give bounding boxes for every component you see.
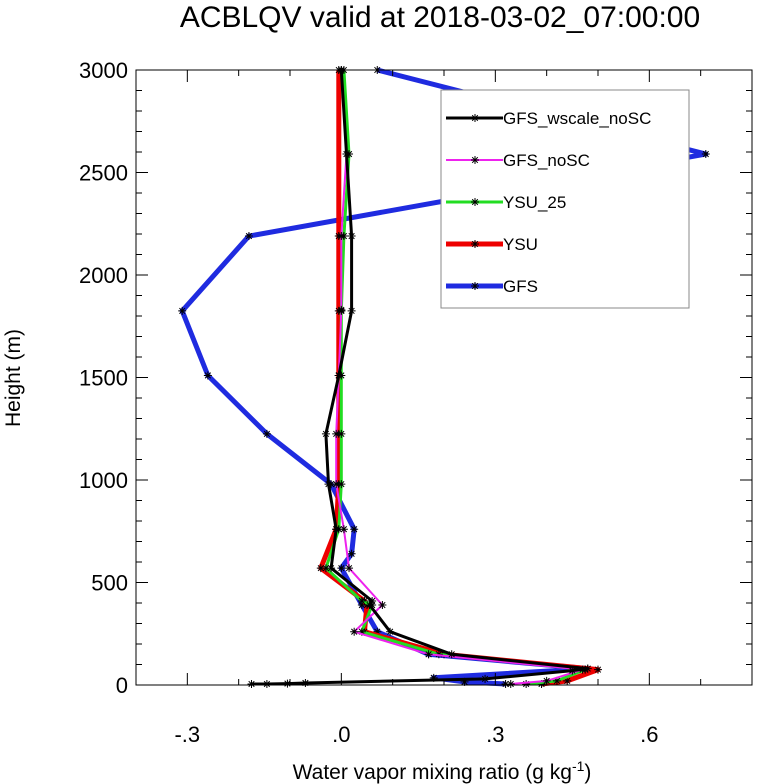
y-tick-label: 0 [116, 673, 128, 698]
y-tick-label: 2000 [79, 263, 128, 288]
data-point [434, 650, 443, 659]
data-point [203, 371, 212, 380]
series-line [335, 69, 584, 685]
legend-item: GFS_noSC [446, 151, 590, 170]
data-point [357, 596, 366, 605]
data-point [522, 679, 531, 688]
legend-label: GFS_noSC [503, 151, 590, 170]
data-point [378, 601, 387, 610]
series-line [179, 67, 709, 687]
legend-marker [471, 114, 479, 122]
data-point [347, 549, 356, 558]
legend-label: YSU_25 [503, 193, 566, 212]
y-tick-label: 2500 [79, 161, 128, 186]
data-point [563, 676, 572, 685]
data-point [347, 306, 356, 315]
tick-layer: 0 500 1000 1500 2000 2500 3000 -.3 .0 .3 .6 [79, 58, 753, 747]
data-point [337, 305, 346, 314]
x-axis-label-main: Water vapor mixing ratio (g kg [293, 761, 572, 784]
data-point [178, 306, 187, 315]
data-point [347, 232, 356, 241]
data-point [247, 679, 256, 688]
legend-item: YSU [446, 235, 538, 254]
data-point [537, 679, 546, 688]
legend-marker [471, 282, 479, 290]
data-point [368, 596, 377, 605]
data-point [594, 665, 602, 674]
data-point [339, 525, 348, 534]
data-point [337, 232, 346, 241]
data-point [345, 564, 354, 573]
data-point [334, 371, 343, 380]
data-point [321, 564, 330, 573]
data-point [429, 673, 438, 682]
legend-item: YSU_25 [446, 193, 566, 212]
x-tick-label: .6 [640, 722, 658, 747]
data-point [460, 677, 469, 686]
data-point [324, 480, 333, 489]
legend-label: YSU [503, 235, 538, 254]
data-point [701, 150, 710, 159]
data-point [262, 429, 271, 438]
x-tick-label: .3 [486, 722, 504, 747]
data-point [337, 480, 346, 489]
x-tick-label: .0 [332, 722, 350, 747]
series-layer [178, 66, 710, 688]
x-tick-label: -.3 [174, 722, 200, 747]
series-GFS_wscale_noSC [247, 66, 592, 688]
data-point [365, 601, 374, 610]
data-point [447, 650, 456, 659]
data-point [506, 679, 515, 688]
data-point [327, 564, 336, 573]
data-point [350, 525, 359, 534]
x-axis-label-exponent: -1 [572, 758, 585, 774]
data-point [386, 627, 395, 636]
legend-box [440, 89, 690, 309]
data-point [332, 525, 341, 534]
legend-marker [471, 198, 479, 206]
legend-marker [471, 156, 479, 164]
legend: GFS_wscale_noSC GFS_noSC YSU_25 YSU GFS [440, 89, 690, 309]
x-axis-label-suffix: ) [584, 761, 591, 784]
legend-item: GFS_wscale_noSC [446, 109, 651, 128]
data-point [357, 627, 366, 636]
x-axis-label: Water vapor mixing ratio (g kg-1) [293, 758, 592, 784]
data-point [583, 664, 592, 673]
data-point [316, 564, 325, 573]
data-point [552, 676, 561, 685]
data-point [568, 666, 577, 675]
legend-label: GFS_wscale_noSC [503, 109, 651, 128]
data-point [262, 679, 271, 688]
y-axis-label: Height (m) [2, 329, 25, 427]
data-point [332, 480, 341, 489]
y-tick-label: 1000 [79, 468, 128, 493]
y-tick-label: 1500 [79, 366, 128, 391]
data-point [337, 564, 346, 573]
y-tick-label: 500 [91, 571, 128, 596]
legend-label: GFS [503, 277, 538, 296]
data-point [244, 232, 253, 241]
chart-title: ACBLQV valid at 2018-03-02_07:00:00 [180, 1, 700, 34]
legend-item: GFS [446, 277, 538, 296]
data-point [337, 429, 346, 438]
legend-marker [471, 240, 479, 248]
data-point [301, 678, 310, 687]
data-point [283, 679, 292, 688]
data-point [332, 429, 341, 438]
data-point [501, 679, 510, 688]
data-point [321, 429, 330, 438]
data-point [424, 650, 433, 659]
data-point [373, 627, 382, 636]
data-point [357, 601, 366, 610]
data-point [350, 627, 359, 636]
y-tick-label: 3000 [79, 58, 128, 83]
data-point [481, 674, 490, 683]
